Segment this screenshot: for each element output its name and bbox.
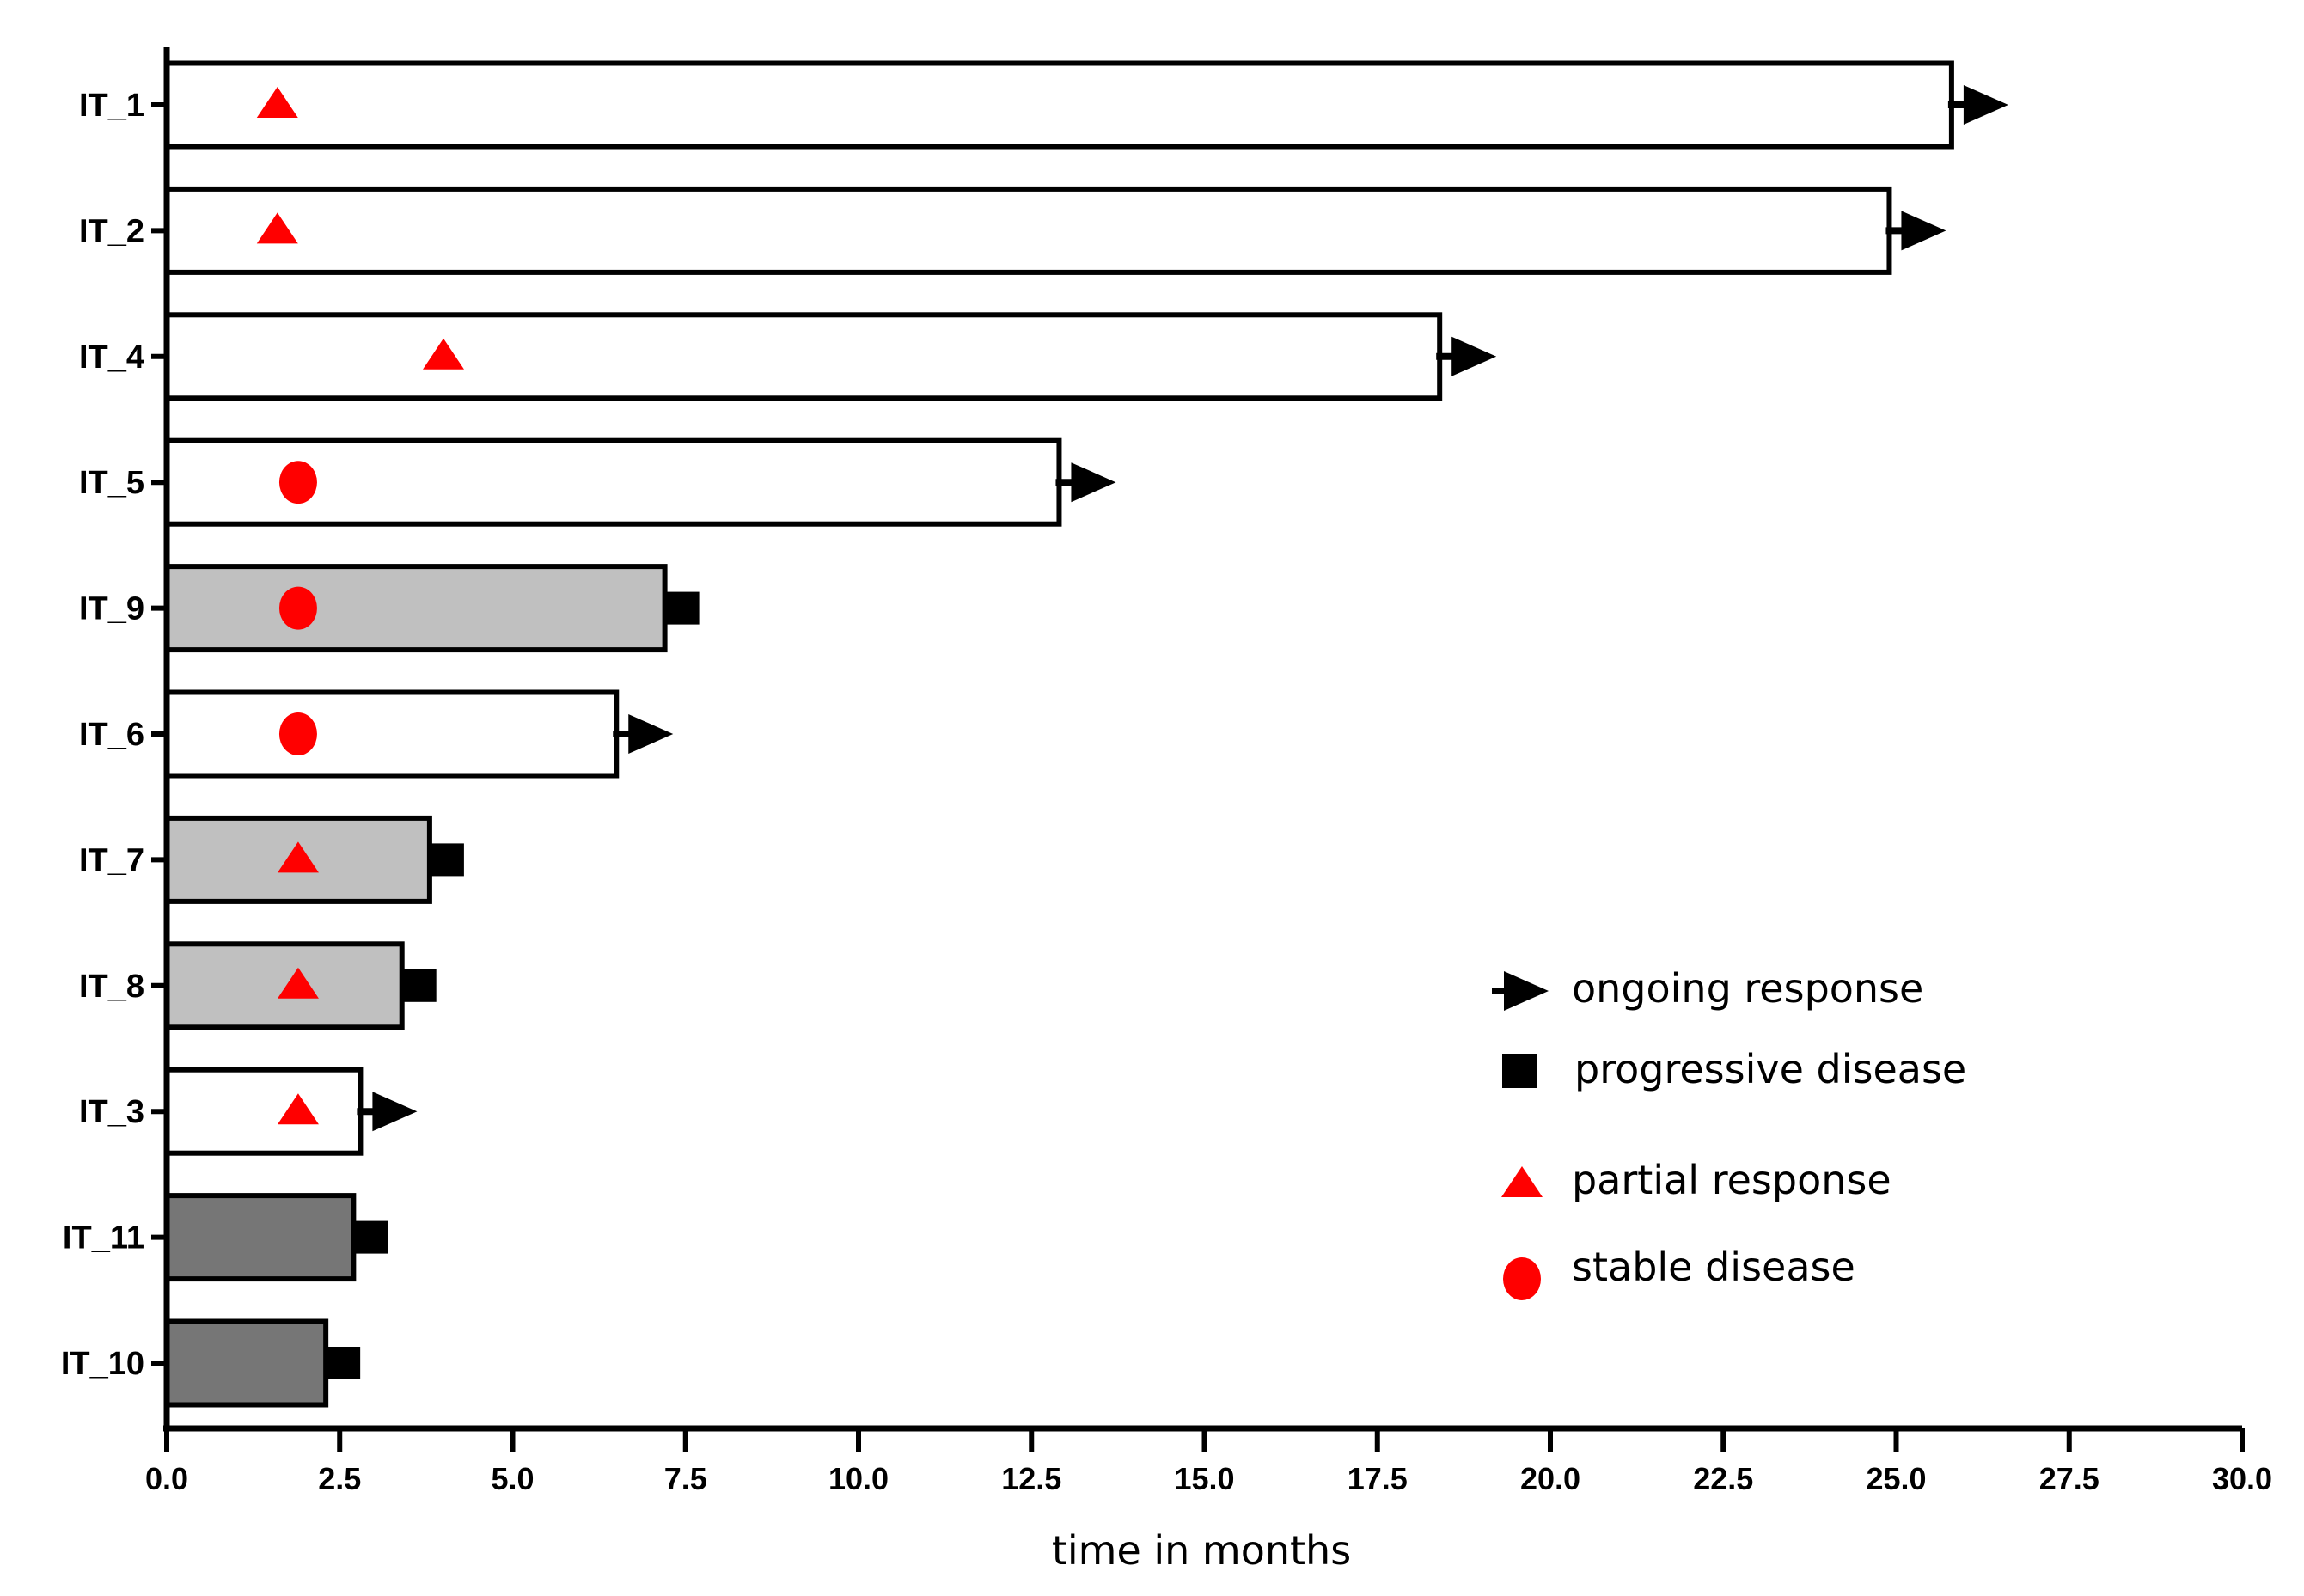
- bar: [164, 312, 1443, 401]
- legend-item-partial: partial response: [1501, 1157, 1891, 1203]
- bar-row-it-7: [164, 815, 464, 904]
- legend-item-stable: stable disease: [1503, 1244, 1855, 1300]
- x-tick-label: 30.0: [2212, 1461, 2272, 1496]
- partial-response-triangle-icon: [256, 212, 298, 244]
- y-tick-label: IT_3: [79, 1094, 144, 1130]
- y-tick-label: IT_7: [79, 842, 144, 878]
- ongoing-arrow-icon: [628, 714, 674, 754]
- bar-row-it-10: [164, 1318, 361, 1408]
- x-tick-label: 17.5: [1348, 1461, 1408, 1496]
- y-tick-label: IT_4: [79, 339, 144, 376]
- ongoing-arrow-icon: [1451, 336, 1497, 376]
- bar: [164, 186, 1892, 275]
- bar-row-it-11: [164, 1193, 388, 1282]
- ongoing-arrow-icon: [1071, 462, 1116, 503]
- x-tick-label: 12.5: [1001, 1461, 1061, 1496]
- legend-triangle-icon: [1501, 1166, 1543, 1197]
- stable-disease-circle-icon: [278, 712, 317, 755]
- stable-disease-circle-icon: [278, 461, 317, 504]
- stable-disease-circle-icon: [278, 586, 317, 630]
- legend-item-progressive: progressive disease: [1502, 1046, 1966, 1092]
- progressive-square-icon: [355, 1220, 388, 1254]
- legend-circle-icon: [1503, 1257, 1541, 1300]
- partial-response-triangle-icon: [277, 967, 319, 999]
- x-tick-label: 22.5: [1693, 1461, 1753, 1496]
- y-tick-label: IT_9: [79, 591, 144, 627]
- bar-row-it-6: [164, 689, 674, 779]
- progressive-square-icon: [403, 969, 437, 1002]
- progressive-square-icon: [666, 591, 700, 625]
- x-axis-title: time in months: [1052, 1527, 1351, 1574]
- x-tick-label: 15.0: [1174, 1461, 1234, 1496]
- x-tick-label: 0.0: [145, 1461, 188, 1496]
- partial-response-triangle-icon: [423, 338, 464, 370]
- y-tick-label: IT_6: [79, 717, 144, 753]
- bar: [164, 689, 620, 779]
- partial-response-triangle-icon: [277, 841, 319, 873]
- bar: [164, 1318, 329, 1408]
- legend-square-icon: [1502, 1054, 1537, 1088]
- x-tick-label: 25.0: [1866, 1461, 1926, 1496]
- ongoing-arrow-icon: [1963, 85, 2008, 125]
- x-tick-label: 27.5: [2039, 1461, 2099, 1496]
- bar: [164, 1193, 357, 1282]
- bar: [164, 60, 1954, 150]
- legend-item-ongoing: ongoing response: [1492, 965, 1923, 1012]
- y-tick-label: IT_11: [63, 1220, 144, 1257]
- x-tick-label: 7.5: [664, 1461, 707, 1496]
- bar-row-it-8: [164, 941, 437, 1030]
- bar-row-it-5: [164, 437, 1116, 527]
- bar-row-it-4: [164, 312, 1497, 401]
- legend-label-stable: stable disease: [1572, 1244, 1855, 1290]
- bar-row-it-1: [164, 60, 2008, 150]
- y-tick-label: IT_2: [79, 213, 144, 249]
- legend: ongoing response progressive disease par…: [1492, 965, 1966, 1300]
- y-tick-label: IT_1: [79, 88, 144, 124]
- y-ticks: IT_1 IT_2 IT_4 IT_5 IT_9 IT_6 IT_7 IT_8 IT_3 IT_1…: [61, 88, 167, 1382]
- y-tick-label: IT_5: [79, 465, 144, 501]
- y-tick-label: IT_8: [79, 969, 144, 1005]
- legend-label-partial: partial response: [1572, 1157, 1891, 1203]
- bar: [164, 1067, 364, 1156]
- partial-response-triangle-icon: [277, 1093, 319, 1125]
- x-tick-label: 20.0: [1520, 1461, 1580, 1496]
- legend-label-ongoing: ongoing response: [1572, 965, 1923, 1012]
- bar-row-it-2: [164, 186, 1946, 275]
- y-tick-label: IT_10: [61, 1346, 144, 1382]
- x-tick-label: 2.5: [318, 1461, 361, 1496]
- bar-row-it-9: [164, 564, 700, 653]
- bar: [164, 564, 668, 653]
- x-tick-label: 10.0: [828, 1461, 889, 1496]
- bars-layer: [164, 60, 2008, 1408]
- legend-arrow-icon: [1504, 971, 1549, 1011]
- legend-label-progressive: progressive disease: [1574, 1046, 1966, 1092]
- x-ticks: 0.0 2.5 5.0 7.5 10.0 12.5 15.0 17.5 20.0 22.5 25.0…: [145, 1428, 2272, 1496]
- bar-row-it-3: [164, 1067, 418, 1156]
- progressive-square-icon: [431, 843, 464, 877]
- ongoing-arrow-icon: [1901, 211, 1946, 251]
- partial-response-triangle-icon: [256, 87, 298, 118]
- progressive-square-icon: [327, 1347, 361, 1379]
- x-tick-label: 5.0: [491, 1461, 534, 1496]
- ongoing-arrow-icon: [372, 1092, 418, 1132]
- bar: [164, 941, 405, 1030]
